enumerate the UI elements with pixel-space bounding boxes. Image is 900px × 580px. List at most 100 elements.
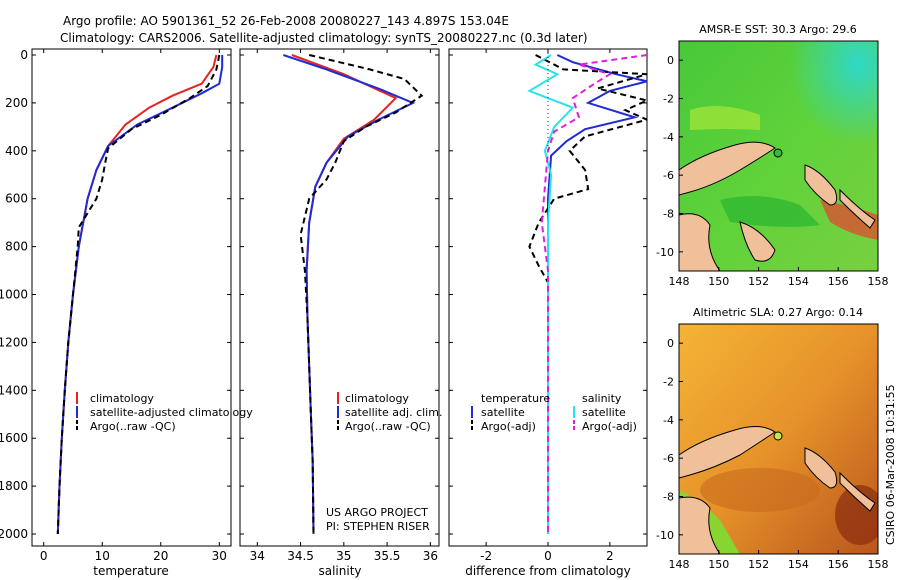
- x-tick-label: 30: [212, 549, 227, 563]
- map-y-tick-label: -6: [663, 452, 674, 465]
- y-tick-label: 600: [5, 192, 28, 206]
- sst-map-title: AMSR-E SST: 30.3 Argo: 29.6: [699, 23, 857, 36]
- y-tick-label: 1800: [0, 479, 28, 493]
- legend-label-temp-satellite: satellite: [481, 406, 525, 419]
- map-x-tick-label: 156: [828, 275, 849, 288]
- salinity-profile-panel: 34 34.5 35 35.5 36 salinity climatology sate…: [239, 48, 442, 578]
- map-x-tick-label: 152: [748, 275, 769, 288]
- series-line-argo-raw-qc-: [299, 54, 424, 535]
- map-y-tick-label: -10: [656, 246, 674, 259]
- legend-title-temperature: temperature: [481, 392, 550, 405]
- x-tick-label: 34.5: [287, 549, 314, 563]
- solomon-islands: [839, 188, 876, 229]
- x-tick-label: 35: [336, 549, 351, 563]
- bougainville-island: [804, 164, 838, 206]
- legend-label-climatology: climatology: [345, 392, 409, 405]
- solomon-islands: [839, 471, 876, 512]
- salinity-axes-box: [239, 48, 440, 547]
- temperature-axes-box: [31, 48, 232, 547]
- sla-map-panel: Altimetric SLA: 0.27 Argo: 0.14 148 150 15…: [656, 306, 888, 571]
- difference-profile-panel: -2 0 2 difference from climatology tempera…: [448, 48, 648, 578]
- sla-map-title: Altimetric SLA: 0.27 Argo: 0.14: [693, 306, 863, 319]
- argo-float-marker: [773, 148, 783, 158]
- map-x-tick-label: 158: [868, 558, 889, 571]
- bougainville-island: [804, 447, 838, 489]
- project-credit: US ARGO PROJECT: [326, 506, 428, 519]
- sst-map-panel: AMSR-E SST: 30.3 Argo: 29.6 148 150 152 154…: [656, 23, 888, 288]
- series-line-salinity-satellite: [527, 54, 575, 534]
- sst-warm-band: [690, 106, 760, 130]
- legend-label-sal-satellite: satellite: [582, 406, 626, 419]
- map-x-tick-label: 154: [788, 558, 809, 571]
- legend-label-temp-argo: Argo(-adj): [481, 420, 536, 433]
- legend-label-climatology: climatology: [90, 392, 154, 405]
- new-britain-island: [679, 426, 776, 479]
- y-tick-label: 0: [20, 48, 28, 62]
- sst-cool-band: [720, 196, 820, 227]
- timestamp-credit: CSIRO 06-Mar-2008 10:31:55: [884, 384, 897, 545]
- legend-label-satellite-adjusted: satellite-adjusted climatology: [90, 406, 253, 419]
- y-tick-label: 1200: [0, 335, 28, 349]
- legend-title-salinity: salinity: [582, 392, 622, 405]
- x-tick-label: 10: [95, 549, 110, 563]
- map-x-tick-label: 158: [868, 275, 889, 288]
- map-x-tick-label: 154: [788, 275, 809, 288]
- map-y-tick-label: -8: [663, 208, 674, 221]
- map-y-tick-label: -8: [663, 491, 674, 504]
- difference-xlabel: difference from climatology: [465, 564, 631, 578]
- sla-map-frame: [678, 323, 879, 555]
- y-tick-label: 400: [5, 144, 28, 158]
- new-guinea-coast: [679, 213, 721, 271]
- x-tick-label: 20: [153, 549, 168, 563]
- map-x-tick-label: 148: [669, 275, 690, 288]
- y-tick-label: 200: [5, 96, 28, 110]
- series-line-satellite-adjusted-climatology: [56, 55, 224, 535]
- series-line-salinity-argo-adj-: [540, 54, 647, 534]
- y-tick-label: 1000: [0, 288, 28, 302]
- x-tick-label: 0: [40, 549, 48, 563]
- map-y-tick-label: -4: [663, 414, 674, 427]
- x-tick-label: 2: [606, 549, 614, 563]
- sla-land: [679, 426, 876, 554]
- series-line-temperature-argo-adj-: [528, 54, 647, 534]
- legend-label-argo: Argo(..raw -QC): [345, 420, 431, 433]
- x-tick-label: 0: [544, 549, 552, 563]
- y-tick-label: 800: [5, 240, 28, 254]
- sla-low-band: [700, 468, 820, 512]
- pi-credit: PI: STEPHEN RISER: [326, 520, 430, 533]
- new-guinea-coast: [679, 496, 721, 554]
- map-y-tick-label: -6: [663, 169, 674, 182]
- series-line-temperature-satellite: [547, 54, 647, 534]
- map-y-tick-label: -10: [656, 529, 674, 542]
- map-x-tick-label: 152: [748, 558, 769, 571]
- salinity-legend: climatology satellite adj. clim. Argo(..…: [337, 392, 442, 433]
- y-tick-label: 1600: [0, 431, 28, 445]
- difference-legend: temperature satellite Argo(-adj) salinit…: [471, 392, 637, 433]
- y-tick-label: 1400: [0, 383, 28, 397]
- figure-title-line2: Climatology: CARS2006. Satellite-adjuste…: [60, 31, 588, 45]
- map-x-tick-label: 150: [708, 275, 729, 288]
- salinity-xlabel: salinity: [318, 564, 361, 578]
- x-tick-label: 34: [250, 549, 265, 563]
- argo-float-marker: [773, 431, 783, 441]
- map-y-tick-label: -2: [663, 93, 674, 106]
- x-tick-label: -2: [480, 549, 492, 563]
- new-britain-island: [679, 141, 776, 196]
- map-y-tick-label: 0: [667, 54, 674, 67]
- x-tick-label: 35.5: [374, 549, 401, 563]
- figure-title-line1: Argo profile: AO 5901361_52 26-Feb-2008 …: [63, 14, 509, 28]
- sst-land: [679, 141, 876, 271]
- series-line-argo-raw-qc-: [56, 54, 221, 535]
- temperature-legend: climatology satellite-adjusted climatolo…: [76, 392, 253, 433]
- map-y-tick-label: -2: [663, 376, 674, 389]
- temperature-profile-panel: 0 10 20 30 0 200 400 600 800 1000 1200 1400 1600 1800…: [0, 48, 253, 578]
- temperature-xlabel: temperature: [93, 564, 168, 578]
- legend-label-argo: Argo(..raw -QC): [90, 420, 176, 433]
- sst-hot-spot: [820, 200, 878, 240]
- map-x-tick-label: 148: [669, 558, 690, 571]
- legend-label-sal-argo: Argo(-adj): [582, 420, 637, 433]
- x-tick-label: 36: [423, 549, 438, 563]
- series-line-satellite-adj-clim-: [282, 54, 416, 535]
- map-y-tick-label: 0: [667, 337, 674, 350]
